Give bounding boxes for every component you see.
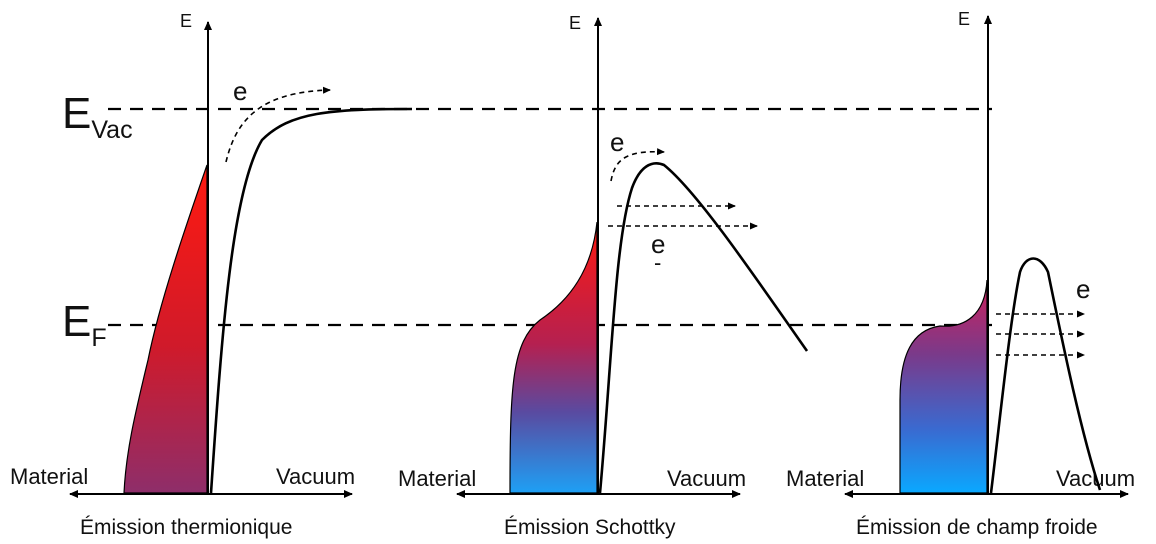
vacuum-label: Vacuum (667, 466, 746, 491)
electron-distribution-fill (509, 221, 598, 494)
electron-charge-sign: - (654, 250, 661, 275)
panel-cold-field: E Material Vacuum Émission de champ froi… (786, 9, 1135, 539)
material-label: Material (10, 464, 88, 489)
electron-trajectory-arrow (610, 148, 665, 182)
electron-label: e (651, 229, 665, 259)
electron-distribution-fill (899, 279, 988, 494)
fermi-level-label: EF (62, 297, 107, 352)
energy-axis-label: E (180, 11, 192, 31)
material-label: Material (398, 466, 476, 491)
electron-label: e (610, 127, 624, 157)
potential-barrier-curve (598, 162, 809, 494)
panel-thermionic: E Material Vacuum Émission thermionique … (10, 11, 413, 539)
panel-schottky: E Material Vacuum Émission Schottky e e … (398, 13, 809, 539)
vacuum-level-label: EVac (62, 89, 133, 144)
panel-caption: Émission Schottky (504, 516, 676, 539)
vacuum-label: Vacuum (276, 464, 355, 489)
energy-axis-label: E (958, 9, 970, 29)
potential-barrier-curve (209, 107, 413, 494)
panel-caption: Émission thermionique (80, 516, 292, 539)
energy-axis-label: E (569, 13, 581, 33)
electron-label: e (1076, 274, 1090, 304)
material-label: Material (786, 466, 864, 491)
electron-label: e (233, 76, 247, 106)
potential-barrier-curve (989, 257, 1102, 494)
panel-caption: Émission de champ froide (856, 516, 1098, 539)
electron-distribution-fill (123, 164, 208, 494)
